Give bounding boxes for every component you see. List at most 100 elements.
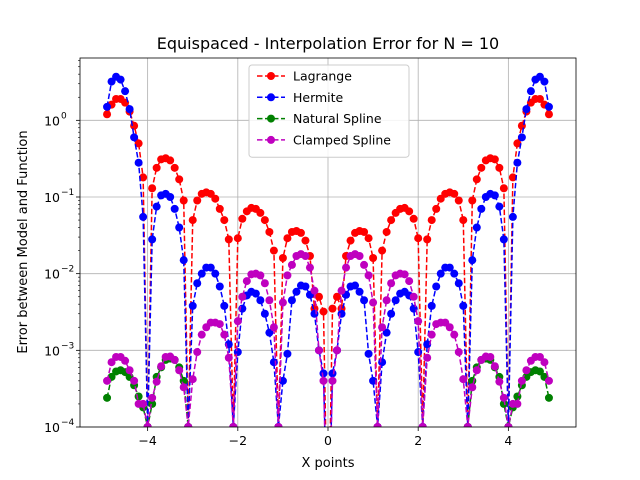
data-point-lagrange (193, 197, 201, 205)
data-point-clamped-spline (414, 317, 422, 325)
data-point-hermite (509, 213, 517, 221)
data-point-clamped-spline (401, 270, 409, 278)
data-point-clamped-spline (545, 377, 553, 385)
data-point-natural-spline (545, 394, 553, 402)
data-point-clamped-spline (193, 348, 201, 356)
data-point-lagrange (148, 184, 156, 192)
data-point-hermite (193, 279, 201, 287)
data-point-hermite (522, 105, 530, 113)
data-point-clamped-spline (175, 366, 183, 374)
data-point-clamped-spline (216, 320, 224, 328)
data-point-lagrange (225, 235, 233, 243)
data-point-lagrange (491, 155, 499, 163)
data-point-hermite (121, 87, 129, 95)
legend-label: Hermite (293, 90, 344, 105)
data-point-clamped-spline (238, 293, 246, 301)
data-point-clamped-spline (500, 394, 508, 402)
data-point-lagrange (347, 237, 355, 245)
data-point-lagrange (234, 234, 242, 242)
data-point-hermite (455, 279, 463, 287)
data-point-lagrange (477, 164, 485, 172)
data-point-clamped-spline (319, 377, 327, 385)
data-point-hermite (450, 270, 458, 278)
data-point-lagrange (432, 205, 440, 213)
data-point-hermite (428, 302, 436, 310)
data-point-clamped-spline (491, 362, 499, 370)
legend-marker (267, 136, 275, 144)
data-point-clamped-spline (301, 252, 309, 260)
data-point-lagrange (495, 164, 503, 172)
y-tick-label: 10 (44, 267, 60, 282)
data-point-clamped-spline (459, 375, 467, 383)
data-point-hermite (356, 288, 364, 296)
data-point-hermite (130, 133, 138, 141)
data-point-lagrange (166, 156, 174, 164)
data-point-natural-spline (513, 392, 521, 400)
x-tick-label: 0 (324, 433, 332, 448)
data-point-hermite (211, 270, 219, 278)
data-point-lagrange (378, 247, 386, 255)
legend-marker (267, 72, 275, 80)
data-point-clamped-spline (180, 383, 188, 391)
data-point-hermite (135, 159, 143, 167)
data-point-clamped-spline (356, 252, 364, 260)
data-point-clamped-spline (522, 366, 530, 374)
data-point-lagrange (189, 216, 197, 224)
data-point-clamped-spline (306, 264, 314, 272)
data-point-lagrange (459, 216, 467, 224)
data-point-clamped-spline (486, 353, 494, 361)
data-point-hermite (234, 348, 242, 356)
data-point-hermite (459, 302, 467, 310)
data-point-hermite (103, 103, 111, 111)
data-point-lagrange (428, 216, 436, 224)
data-point-clamped-spline (410, 293, 418, 301)
data-point-clamped-spline (428, 331, 436, 339)
data-point-lagrange (261, 216, 269, 224)
data-point-lagrange (473, 175, 481, 183)
data-point-hermite (387, 310, 395, 318)
data-point-clamped-spline (513, 400, 521, 408)
data-point-clamped-spline (518, 377, 526, 385)
data-point-lagrange (297, 229, 305, 237)
data-point-clamped-spline (157, 362, 165, 370)
data-point-clamped-spline (288, 261, 296, 269)
data-point-hermite (495, 203, 503, 211)
y-axis-label: Error between Model and Function (16, 130, 31, 353)
data-point-clamped-spline (270, 323, 278, 331)
data-point-hermite (180, 256, 188, 264)
data-point-clamped-spline (171, 356, 179, 364)
data-point-clamped-spline (234, 317, 242, 325)
data-point-clamped-spline (103, 377, 111, 385)
data-point-clamped-spline (153, 378, 161, 386)
data-point-hermite (148, 235, 156, 243)
data-point-hermite (175, 224, 183, 232)
data-point-lagrange (103, 110, 111, 118)
data-point-hermite (252, 290, 260, 298)
data-point-clamped-spline (455, 348, 463, 356)
data-point-lagrange (410, 215, 418, 223)
data-point-clamped-spline (220, 331, 228, 339)
data-point-lagrange (383, 228, 391, 236)
data-point-clamped-spline (405, 277, 413, 285)
data-point-clamped-spline (121, 357, 129, 365)
data-point-hermite (392, 296, 400, 304)
y-tick-label: 10 (44, 113, 60, 128)
data-point-clamped-spline (540, 358, 548, 366)
data-point-clamped-spline (139, 400, 147, 408)
data-point-clamped-spline (315, 346, 323, 354)
data-point-hermite (545, 103, 553, 111)
legend-label: Clamped Spline (293, 132, 391, 147)
data-point-clamped-spline (148, 394, 156, 402)
data-point-clamped-spline (310, 287, 318, 295)
data-point-hermite (288, 296, 296, 304)
legend-marker (267, 115, 275, 123)
legend-label: Natural Spline (293, 111, 382, 126)
x-tick-label: −4 (138, 433, 156, 448)
data-point-hermite (513, 159, 521, 167)
data-point-clamped-spline (360, 261, 368, 269)
data-point-lagrange (279, 254, 287, 262)
y-tick-exponent: −1 (61, 188, 74, 198)
data-point-lagrange (301, 237, 309, 245)
data-point-clamped-spline (450, 331, 458, 339)
